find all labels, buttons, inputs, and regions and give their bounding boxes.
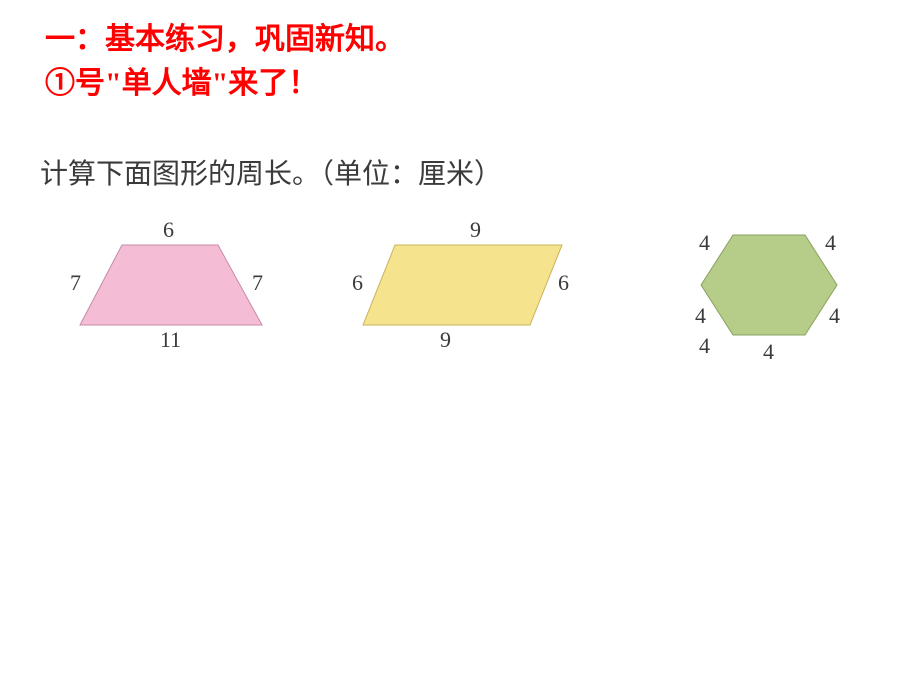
hexagon-polygon bbox=[701, 235, 837, 335]
problem-statement: 计算下面图形的周长。（单位：厘米） bbox=[40, 152, 502, 192]
parallelogram-label-left: 6 bbox=[352, 270, 363, 296]
hexagon-label-br: 4 bbox=[763, 339, 774, 365]
parallelogram-label-top: 9 bbox=[470, 217, 481, 243]
parallelogram-label-right: 6 bbox=[558, 270, 569, 296]
hexagon-label-tl: 4 bbox=[699, 230, 710, 256]
trapezoid-label-right: 7 bbox=[252, 270, 263, 296]
hexagon-label-tr: 4 bbox=[825, 230, 836, 256]
shape-trapezoid: 6 7 7 11 bbox=[60, 215, 290, 365]
parallelogram-label-bottom: 9 bbox=[440, 327, 451, 353]
hexagon-label-bl: 4 bbox=[699, 333, 710, 359]
trapezoid-label-left: 7 bbox=[70, 270, 81, 296]
parallelogram-svg bbox=[340, 215, 590, 365]
trapezoid-label-top: 6 bbox=[163, 217, 174, 243]
hexagon-label-ml: 4 bbox=[695, 303, 706, 329]
trapezoid-label-bottom: 11 bbox=[160, 327, 181, 353]
shape-hexagon: 4 4 4 4 4 4 bbox=[665, 205, 865, 375]
heading-line-1: 一：基本练习，巩固新知。 bbox=[45, 14, 405, 58]
shape-parallelogram: 9 6 6 9 bbox=[340, 215, 590, 365]
heading-line-2: ①号"单人墙"来了！ bbox=[45, 58, 318, 102]
trapezoid-polygon bbox=[80, 245, 262, 325]
parallelogram-polygon bbox=[363, 245, 562, 325]
hexagon-label-mr: 4 bbox=[829, 303, 840, 329]
